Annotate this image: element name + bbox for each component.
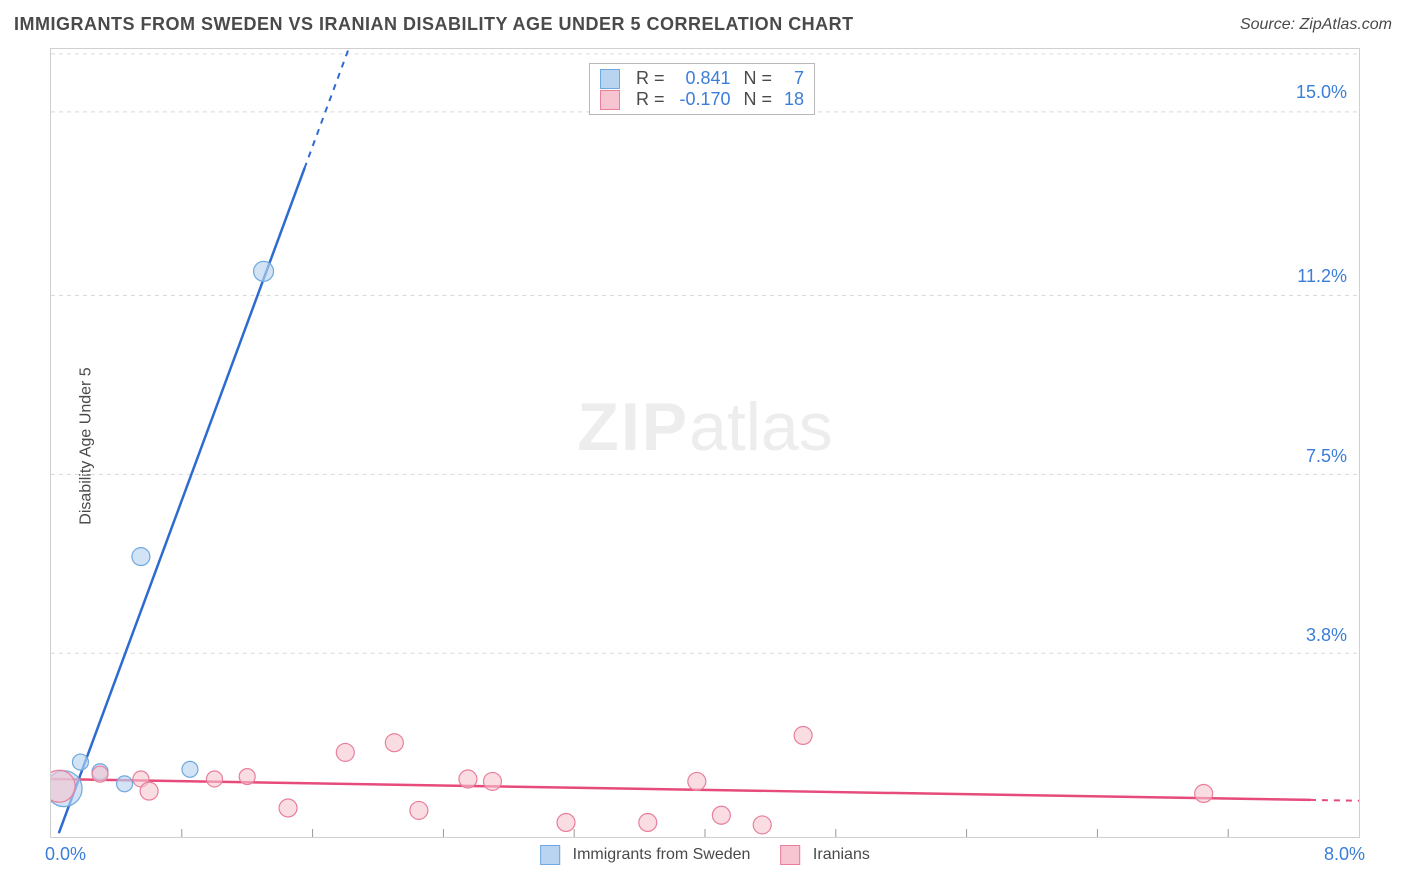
origin-label: 0.0%	[45, 844, 86, 865]
legend-swatch-icon	[780, 845, 800, 865]
y-tick-label: 7.5%	[1306, 446, 1347, 467]
plot-area: ZIPatlas R =0.841 N =7R =-0.170 N =18 0.…	[50, 48, 1360, 838]
legend-swatch-icon	[600, 69, 620, 89]
legend-swatch-icon	[600, 90, 620, 110]
stat-legend-row: R =0.841 N =7	[600, 68, 804, 89]
xmax-label: 8.0%	[1324, 844, 1365, 865]
stat-legend-row: R =-0.170 N =18	[600, 89, 804, 110]
y-tick-label: 15.0%	[1296, 82, 1347, 103]
legend-item: Iranians	[780, 845, 869, 865]
correlation-legend: R =0.841 N =7R =-0.170 N =18	[589, 63, 815, 115]
legend-item: Immigrants from Sweden	[540, 845, 750, 865]
legend-swatch-icon	[540, 845, 560, 865]
chart-title: IMMIGRANTS FROM SWEDEN VS IRANIAN DISABI…	[14, 14, 854, 34]
chart-header: IMMIGRANTS FROM SWEDEN VS IRANIAN DISABI…	[14, 14, 1392, 44]
legend-label: Iranians	[813, 846, 870, 863]
source-attribution: Source: ZipAtlas.com	[1240, 16, 1392, 34]
scatter-plot-svg	[51, 49, 1359, 837]
y-tick-label: 3.8%	[1306, 625, 1347, 646]
y-tick-label: 11.2%	[1297, 266, 1347, 287]
series-legend: Immigrants from Sweden Iranians	[540, 845, 870, 865]
legend-label: Immigrants from Sweden	[573, 846, 751, 863]
